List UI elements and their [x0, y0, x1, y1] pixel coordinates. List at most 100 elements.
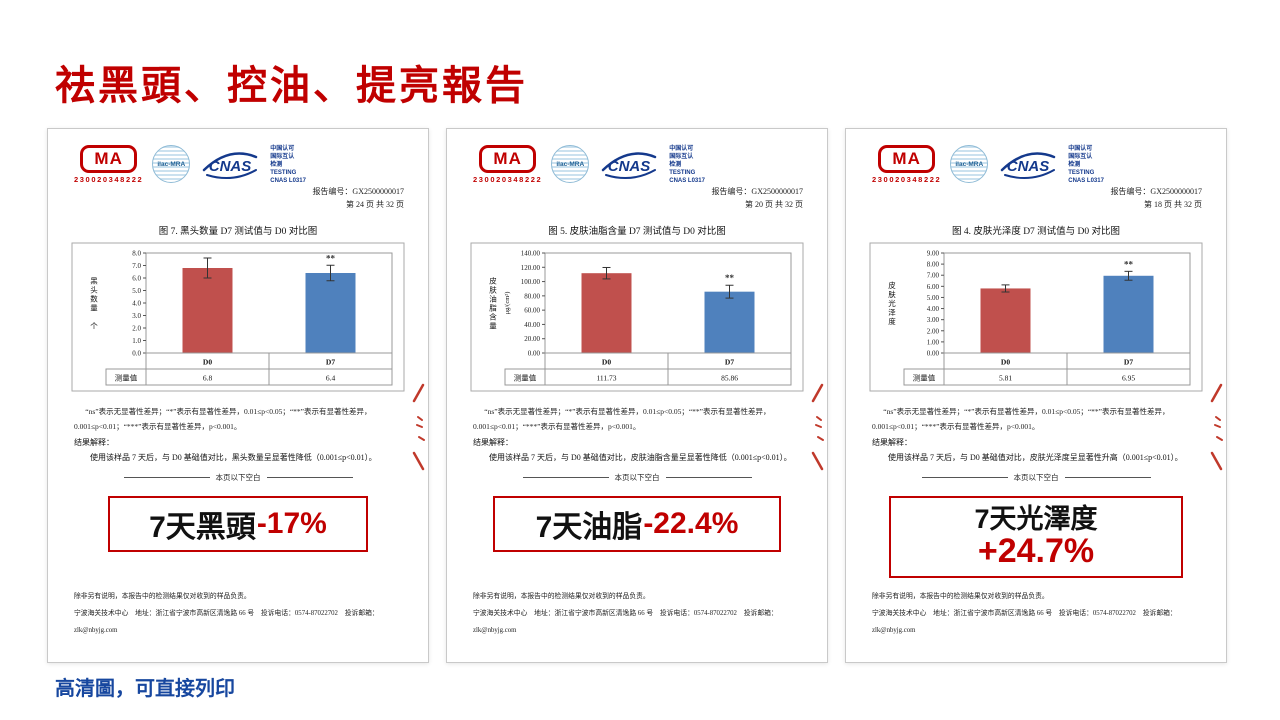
svg-text:测量值: 测量值: [115, 373, 138, 383]
svg-text:量: 量: [489, 322, 497, 331]
divider-rule: [123, 477, 210, 479]
cnas-logo-icon: CNAS: [602, 152, 657, 180]
svg-text:111.73: 111.73: [596, 374, 616, 383]
divider-rule: [1064, 477, 1151, 479]
bar-d7: [1103, 275, 1154, 353]
result-label: 结果解释：: [473, 438, 513, 448]
blank-below-divider: 本页以下空白: [846, 472, 1226, 483]
svg-text:4.00: 4.00: [927, 305, 940, 313]
svg-text:120.00: 120.00: [521, 264, 541, 272]
accreditation-line: TESTING: [270, 170, 297, 177]
report-card: MA 230020348222 ilac-MRA CNAS 中国认可 国际互认 …: [47, 128, 429, 663]
report-number: 报告编号：GX2500000017: [1110, 187, 1202, 196]
svg-text:油: 油: [489, 294, 497, 304]
bar-chart: 0.00 1.00 2.00 3.00 4.00 5.00 6.00 7.00 8.00 9.00…: [869, 242, 1203, 392]
accreditation-line: CNAS L0317: [270, 178, 306, 185]
svg-text:2.0: 2.0: [132, 325, 141, 333]
cma-mark-label: MA: [80, 145, 137, 173]
accreditation-line: 检测: [669, 162, 682, 169]
svg-text:3.0: 3.0: [132, 312, 141, 320]
significance-marker: **: [1124, 259, 1134, 269]
cma-certification-icon: MA 230020348222: [74, 145, 143, 184]
svg-text:7.00: 7.00: [927, 272, 940, 280]
svg-text:D0: D0: [602, 358, 611, 367]
chart-title: 图 7. 黑头数量 D7 测试值与 D0 对比图: [158, 227, 318, 237]
significance-marker: **: [725, 273, 735, 283]
page-info: 第 24 页 共 32 页: [346, 199, 404, 209]
ilac-mra-globe-icon: ilac-MRA: [152, 145, 191, 183]
svg-text:140.00: 140.00: [521, 250, 541, 258]
svg-text:皮: 皮: [489, 276, 497, 286]
svg-text:40.00: 40.00: [524, 321, 540, 329]
svg-text:6.00: 6.00: [927, 283, 940, 291]
accreditation-line: 中国认可: [270, 146, 295, 152]
footer-disclaimer: 除非另有说明，本报告中的检测结果仅对收到的样品负责。: [872, 593, 1049, 601]
blank-below-divider: 本页以下空白: [48, 472, 428, 483]
red-seal-fragment: [1210, 383, 1223, 471]
svg-text:D0: D0: [1001, 358, 1010, 367]
ilac-mra-label: ilac-MRA: [556, 160, 585, 168]
cnas-label: CNAS: [608, 158, 651, 175]
report-number-block: 报告编号：GX2500000017 第 24 页 共 32 页: [312, 186, 404, 212]
svg-text:6.95: 6.95: [1122, 374, 1135, 383]
footer-contact: 宁波海关技术中心 地址：浙江省宁波市高新区清逸路 66 号 投诉电话：0574-…: [473, 610, 778, 635]
cma-code: 230020348222: [872, 175, 942, 184]
svg-text:3.00: 3.00: [927, 316, 940, 324]
svg-text:头: 头: [90, 285, 98, 295]
result-label: 结果解释：: [74, 438, 114, 448]
result-text: 使用该样品 7 天后，与 D0 基础值对比，皮肤光泽度呈显著性升高（0.001≤…: [888, 453, 1183, 463]
svg-text:皮: 皮: [888, 280, 896, 290]
svg-text:5.81: 5.81: [999, 374, 1012, 383]
cnas-logo-icon: CNAS: [1001, 152, 1056, 180]
ilac-mra-label: ilac-MRA: [157, 160, 186, 168]
divider-rule: [522, 477, 609, 479]
svg-text:测量值: 测量值: [913, 373, 936, 383]
report-card: MA 230020348222 ilac-MRA CNAS 中国认可 国际互认 …: [446, 128, 828, 663]
report-header: MA 230020348222 ilac-MRA CNAS 中国认可 国际互认 …: [48, 129, 428, 191]
accreditation-line: TESTING: [1068, 170, 1095, 177]
svg-text:数: 数: [90, 294, 98, 304]
accreditation-line: 国际互认: [669, 154, 694, 161]
svg-text:9.00: 9.00: [927, 250, 940, 258]
red-seal-fragment: [412, 383, 425, 471]
svg-text:6.0: 6.0: [132, 275, 141, 283]
page-info: 第 20 页 共 32 页: [745, 199, 803, 209]
report-number: 报告编号：GX2500000017: [312, 187, 404, 196]
svg-text:80.00: 80.00: [524, 292, 540, 300]
red-seal-fragment: [811, 383, 824, 471]
highlight-prefix: 7天油脂: [535, 511, 643, 545]
report-footer: 除非另有说明，本报告中的检测结果仅对收到的样品负责。 宁波海关技术中心 地址：浙…: [74, 589, 408, 640]
accreditation-line: 检测: [270, 162, 283, 169]
divider-rule: [921, 477, 1008, 479]
chart-title: 图 5. 皮肤油脂含量 D7 测试值与 D0 对比图: [548, 227, 726, 237]
svg-text:100.00: 100.00: [521, 278, 541, 286]
svg-text:D7: D7: [725, 358, 734, 367]
accreditation-line: CNAS L0317: [669, 178, 705, 185]
highlight-value: -17%: [256, 507, 327, 541]
cnas-logo-icon: CNAS: [203, 152, 258, 180]
report-number-block: 报告编号：GX2500000017 第 20 页 共 32 页: [711, 186, 803, 212]
result-label: 结果解释：: [872, 438, 912, 448]
svg-text:肤: 肤: [888, 289, 896, 299]
accreditation-line: 中国认可: [1068, 146, 1093, 152]
svg-text:6.8: 6.8: [203, 374, 213, 383]
svg-text:5.0: 5.0: [132, 287, 141, 295]
report-number: 报告编号：GX2500000017: [711, 187, 803, 196]
svg-text:泽: 泽: [888, 308, 896, 317]
svg-text:2.00: 2.00: [927, 327, 940, 335]
highlight-prefix: 7天黑頭: [149, 511, 256, 545]
svg-text:肤: 肤: [489, 285, 497, 295]
footer-disclaimer: 除非另有说明，本报告中的检测结果仅对收到的样品负责。: [74, 593, 251, 601]
bar-d0: [980, 288, 1031, 353]
footer-disclaimer: 除非另有说明，本报告中的检测结果仅对收到的样品负责。: [473, 593, 650, 601]
svg-text:85.86: 85.86: [721, 374, 738, 383]
svg-text:1.0: 1.0: [132, 337, 141, 345]
svg-text:含: 含: [489, 312, 497, 322]
page-title: 祛黑頭、控油、提亮報告: [55, 63, 528, 108]
svg-text:D7: D7: [1124, 358, 1133, 367]
bar-d7: [704, 291, 755, 353]
accreditation-line: 检测: [1068, 162, 1081, 169]
bar-chart: 0.00 20.00 40.00 60.00 80.00 100.00 120.00 140.…: [470, 242, 804, 392]
svg-text:8.0: 8.0: [132, 250, 141, 258]
